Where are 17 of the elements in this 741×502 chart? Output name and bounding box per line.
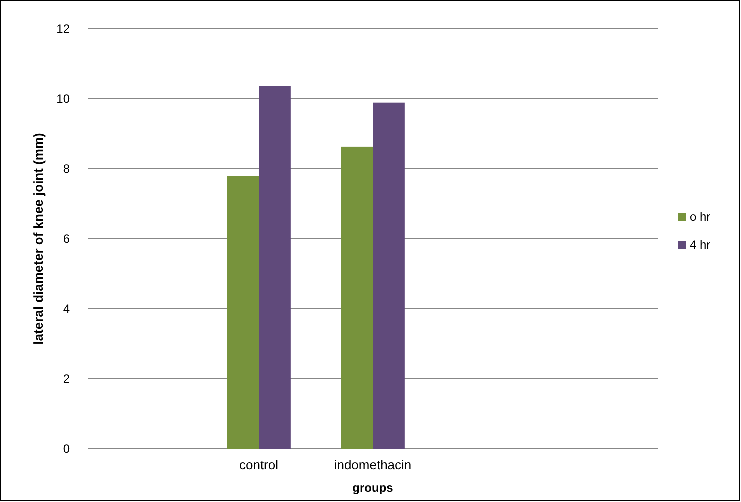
y-tick-label: 0 <box>63 442 70 456</box>
bar <box>373 102 405 449</box>
x-axis-title: groups <box>352 481 394 495</box>
bar <box>259 86 291 449</box>
y-tick-label: 6 <box>63 232 70 246</box>
bar <box>227 176 259 449</box>
y-tick-label: 12 <box>56 22 70 36</box>
y-axis-title: lateral diameter of knee joint (mm) <box>31 133 46 345</box>
x-tick-label: control <box>239 458 279 473</box>
legend-label: 4 hr <box>690 238 711 252</box>
y-tick-label: 2 <box>63 372 70 386</box>
y-tick-label: 10 <box>56 92 70 106</box>
bar <box>341 146 373 449</box>
x-tick-label: indomethacin <box>334 458 412 473</box>
y-tick-label: 8 <box>63 162 70 176</box>
legend-label: o hr <box>690 210 711 224</box>
y-tick-label: 4 <box>63 302 70 316</box>
